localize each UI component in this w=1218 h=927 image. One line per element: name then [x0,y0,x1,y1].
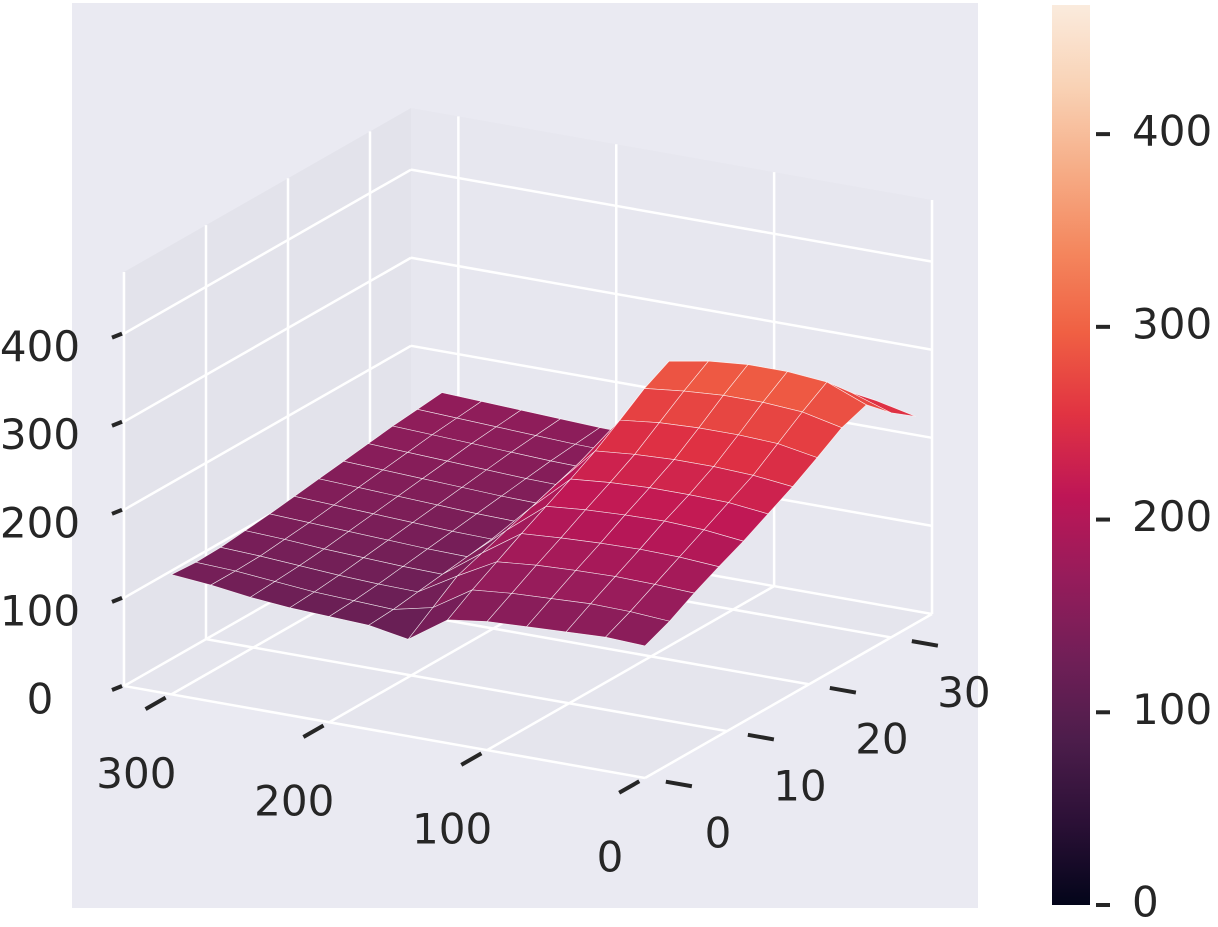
tick-mark [111,684,123,692]
z-tick-label: 400 [0,322,80,371]
tick-mark [144,695,167,711]
z-tick-label: 0 [27,675,54,724]
y-tick-label: 10 [773,762,826,811]
grid-line [410,256,933,351]
x-tick-label: 100 [412,805,492,854]
y-tick-label: 20 [855,715,908,764]
colorbar-tick-label: 0 [1132,878,1159,927]
grid-line [123,344,412,511]
x-tick-label: 0 [597,833,624,882]
z-tick-label: 300 [0,410,80,459]
grid-line [123,256,412,423]
grid-line [410,168,933,263]
colorbar-tick-label: 300 [1132,299,1212,348]
colorbar: 0 100 200 300 400 [1052,5,1212,927]
grid-line [486,585,775,752]
tick-mark [111,419,123,428]
y-tick-label: 0 [705,808,732,857]
colorbar-tick-label: 100 [1132,685,1212,734]
colorbar-body [1052,5,1090,905]
x-tick-label: 200 [254,777,334,826]
tick-mark [111,596,123,604]
surface-patch [604,611,671,647]
grid-line [123,168,412,335]
grid-line [205,637,728,733]
grid-line [123,684,646,780]
colorbar-tick-label: 400 [1132,107,1212,156]
tick-mark [911,639,939,648]
tick-mark [618,779,641,795]
grid-line [644,612,933,780]
tick-mark [460,751,483,767]
y-tick-label: 30 [937,668,990,717]
colorbar-tick-label: 200 [1132,492,1212,541]
tick-mark [747,732,775,742]
tick-mark [111,331,123,340]
tick-mark [665,779,693,789]
x-tick-label: 300 [96,749,176,798]
z-tick-label: 200 [0,498,80,547]
z-tick-label: 100 [0,586,80,635]
tick-mark [829,685,857,695]
tick-mark [302,723,325,739]
tick-mark [111,507,123,516]
